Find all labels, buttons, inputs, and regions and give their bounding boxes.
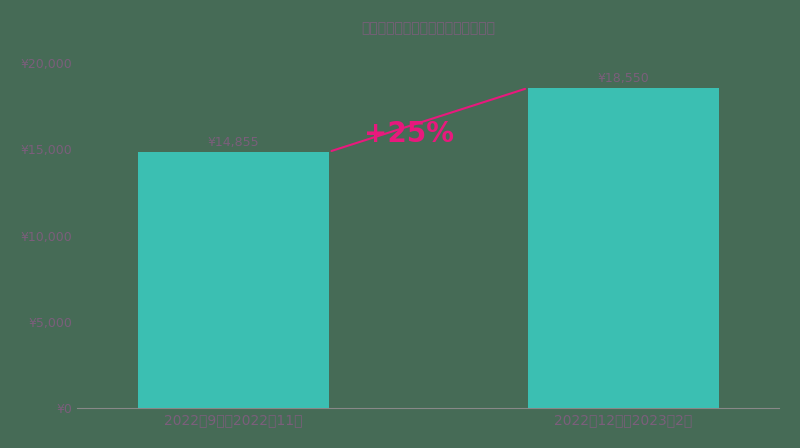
Bar <box>528 88 718 408</box>
Bar <box>138 152 329 408</box>
Text: +25%: +25% <box>364 120 454 148</box>
Text: ¥18,550: ¥18,550 <box>598 73 649 86</box>
Title: 直近の東京のホテル平均料金の推移: 直近の東京のホテル平均料金の推移 <box>362 21 495 35</box>
Text: ¥14,855: ¥14,855 <box>207 136 259 149</box>
